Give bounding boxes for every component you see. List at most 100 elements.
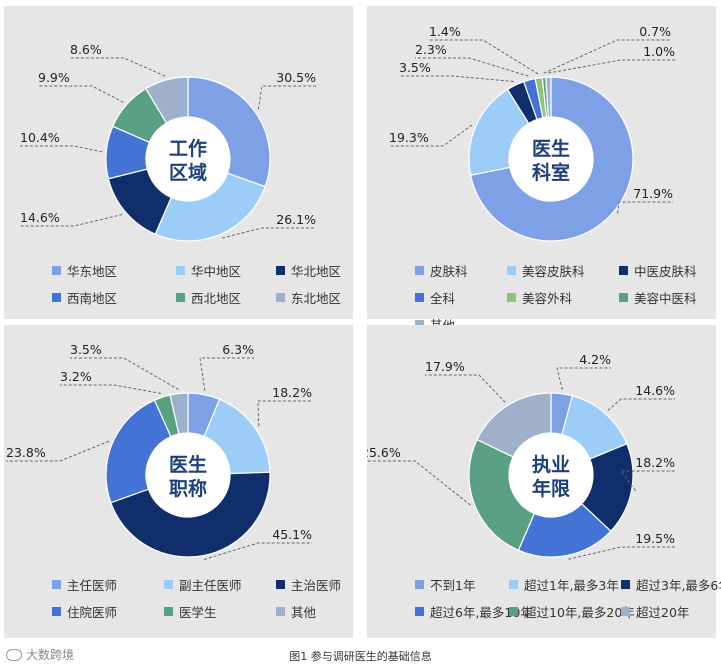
center-label-line-1: 医生 — [532, 137, 570, 160]
legend-swatch — [276, 580, 285, 589]
legend-label: 美容外科 — [522, 291, 573, 306]
legend-item: 西南地区 — [52, 288, 172, 307]
pct-label-3: 14.6% — [20, 210, 60, 225]
legend-swatch — [507, 293, 516, 302]
legend-item: 超过20年 — [621, 602, 721, 621]
legend-label: 超过1年,最多3年 — [524, 578, 619, 593]
pct-label-4: 10.4% — [20, 130, 60, 145]
leader-line-1 — [257, 85, 316, 110]
legend-swatch — [509, 607, 518, 616]
pct-label-2: 19.3% — [389, 130, 429, 145]
legend-swatch — [507, 266, 516, 275]
leader-line-4 — [568, 546, 675, 560]
pct-label-4: 2.3% — [415, 42, 447, 57]
brand-text: 大数跨境 — [26, 648, 75, 662]
legend-swatch — [415, 320, 424, 329]
pct-label-5: 25.6% — [367, 445, 401, 460]
leader-line-1 — [199, 357, 254, 391]
legend-item: 其他 — [276, 602, 366, 621]
legend-swatch — [52, 607, 61, 616]
legend-label: 主任医师 — [67, 578, 118, 593]
center-label-line-1: 执业 — [532, 453, 570, 476]
leader-line-6 — [425, 374, 506, 403]
legend-label: 超过20年 — [636, 605, 690, 620]
pct-label-3: 3.5% — [399, 60, 431, 75]
donut-center — [146, 117, 230, 201]
center-label-line-2: 年限 — [532, 477, 570, 500]
legend-swatch — [415, 580, 424, 589]
legend-item: 华中地区 — [176, 261, 272, 280]
leader-line-2 — [257, 400, 312, 427]
pct-label-5: 3.2% — [60, 369, 92, 384]
leader-line-1 — [617, 201, 673, 214]
pct-label-3: 45.1% — [272, 527, 312, 542]
legend-swatch — [619, 266, 628, 275]
legend-item: 主治医师 — [276, 575, 366, 594]
chart-panel-department: 71.9% 19.3% 3.5% 2.3% 1.4% 0.7% 1.0% 医生 科室 皮肤科 美容… — [367, 6, 716, 333]
leader-line-6 — [70, 357, 179, 390]
legend-swatch — [176, 266, 185, 275]
leader-line-5 — [38, 85, 124, 103]
legend-item: 华东地区 — [52, 261, 172, 280]
pct-label-1: 4.2% — [579, 352, 611, 367]
legend-label: 中医皮肤科 — [634, 264, 697, 279]
legend-item: 美容中医科 — [619, 288, 721, 307]
legend-item: 全科 — [415, 288, 503, 307]
legend-item: 华北地区 — [276, 261, 366, 280]
legend-label: 超过6年,最多10年 — [430, 605, 533, 620]
leader-line-2 — [389, 124, 473, 147]
leader-line-6 — [543, 39, 671, 74]
legend-label: 皮肤科 — [430, 264, 468, 279]
legend-item: 副主任医师 — [164, 575, 272, 594]
pct-label-2: 14.6% — [635, 383, 675, 398]
leader-line-2 — [222, 227, 316, 239]
pct-label-6: 3.5% — [70, 342, 102, 357]
legend-swatch — [276, 607, 285, 616]
legend-item: 不到1年 — [415, 575, 505, 594]
leader-line-1 — [556, 367, 611, 390]
legend-item: 东北地区 — [276, 288, 366, 307]
leader-line-4 — [20, 145, 103, 153]
legend-work-region: 华东地区 华中地区 华北地区 西南地区 西北地区 东北地区 — [52, 261, 341, 307]
legend-swatch — [52, 580, 61, 589]
legend-swatch — [164, 607, 173, 616]
leader-line-2 — [607, 398, 675, 411]
legend-swatch — [176, 293, 185, 302]
legend-label: 副主任医师 — [179, 578, 242, 593]
leader-line-4 — [6, 440, 110, 462]
legend-label: 超过3年,最多6年 — [636, 578, 721, 593]
legend-label: 西南地区 — [67, 291, 118, 306]
legend-label: 不到1年 — [430, 578, 476, 593]
pct-label-1: 6.3% — [222, 342, 254, 357]
pct-label-7: 1.0% — [643, 44, 675, 59]
legend-label: 西北地区 — [191, 291, 242, 306]
pct-label-6: 17.9% — [425, 359, 465, 374]
leader-line-3 — [620, 470, 675, 491]
legend-swatch — [621, 580, 630, 589]
legend-swatch — [621, 607, 630, 616]
figure-caption: 图1 参与调研医生的基础信息 — [289, 650, 432, 663]
legend-label: 主治医师 — [291, 578, 342, 593]
pct-label-1: 30.5% — [276, 70, 316, 85]
legend-swatch — [52, 266, 61, 275]
legend-item: 医学生 — [164, 602, 272, 621]
legend-item: 主任医师 — [52, 575, 160, 594]
legend-item: 超过1年,最多3年 — [509, 575, 619, 594]
chart-panel-title: 6.3% 18.2% 45.1% 23.8% 3.2% 3.5% 医生 职称 主任医师 副主任医… — [4, 325, 353, 638]
legend-item: 美容外科 — [507, 288, 615, 307]
center-label-line-2: 职称 — [169, 477, 207, 500]
legend-item: 超过10年,最多20年 — [509, 602, 635, 621]
leader-line-5 — [429, 39, 539, 75]
center-label-line-2: 科室 — [532, 161, 570, 184]
center-label-line-1: 医生 — [169, 453, 207, 476]
legend-item: 美容皮肤科 — [507, 261, 615, 280]
legend-department: 皮肤科美容皮肤科中医皮肤科全科美容外科美容中医科其他 — [415, 261, 704, 334]
center-label-line-2: 区域 — [169, 161, 207, 184]
brand-watermark: 大数跨境 — [6, 646, 74, 663]
legend-swatch — [415, 266, 424, 275]
